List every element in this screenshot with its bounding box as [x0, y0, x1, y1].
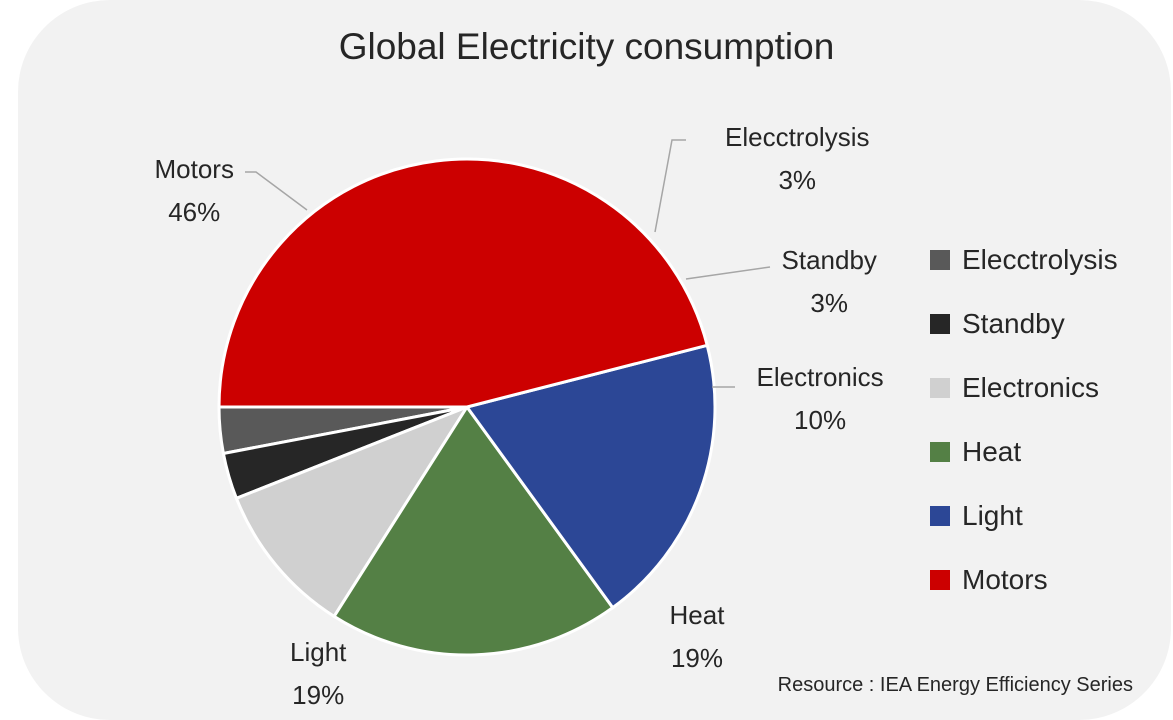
- leader-line: [654, 139, 686, 233]
- data-label-name: Heat: [669, 600, 725, 630]
- data-label-elecctrolysis: Elecctrolysis 3%: [725, 116, 869, 202]
- data-label-heat: Heat 19%: [670, 594, 725, 680]
- leader-line: [685, 266, 771, 280]
- legend-label: Standby: [962, 308, 1065, 339]
- legend-label: Light: [962, 500, 1023, 531]
- data-label-value: 19%: [292, 680, 345, 710]
- data-label-name: Standby: [781, 245, 877, 275]
- legend-swatch: [930, 506, 950, 526]
- data-label-value: 3%: [810, 288, 848, 318]
- data-label-name: Light: [290, 637, 347, 667]
- legend-swatch: [930, 378, 950, 398]
- pie-slice-electronics: [234, 403, 471, 619]
- legend-item-light: Light: [930, 484, 1118, 548]
- data-label-value: 3%: [778, 165, 817, 195]
- data-label-motors: Motors 46%: [155, 148, 234, 234]
- legend-item-heat: Heat: [930, 420, 1118, 484]
- legend-item-electronics: Electronics: [930, 356, 1118, 420]
- legend-item-motors: Motors: [930, 548, 1118, 612]
- data-label-name: Elecctrolysis: [725, 122, 870, 152]
- legend-label: Electronics: [962, 372, 1099, 403]
- legend-swatch: [930, 250, 950, 270]
- pie-slice-motors: [217, 157, 710, 409]
- data-label-electronics: Electronics 10%: [757, 356, 884, 442]
- leader-line: [245, 171, 308, 211]
- legend-item-elecctrolysis: Elecctrolysis: [930, 228, 1118, 292]
- legend-label: Elecctrolysis: [962, 244, 1118, 275]
- legend-swatch: [930, 570, 950, 590]
- legend-label: Motors: [962, 564, 1048, 595]
- pie-slice-heat: [332, 404, 615, 657]
- data-label-value: 10%: [794, 405, 847, 435]
- data-label-name: Electronics: [756, 362, 884, 392]
- data-label-standby: Standby 3%: [782, 239, 877, 325]
- legend-label: Heat: [962, 436, 1022, 467]
- source-note: Resource : IEA Energy Efficiency Series: [777, 674, 1133, 696]
- pie-slice-light: [464, 343, 717, 610]
- data-label-value: 19%: [670, 643, 723, 673]
- chart-legend: Elecctrolysis Standby Electronics Heat L…: [930, 228, 1118, 612]
- data-label-value: 46%: [168, 197, 221, 227]
- legend-item-standby: Standby: [930, 292, 1118, 356]
- legend-swatch: [930, 314, 950, 334]
- data-label-light: Light 19%: [290, 631, 346, 717]
- legend-swatch: [930, 442, 950, 462]
- chart-title: Global Electricity consumption: [338, 26, 835, 67]
- data-label-name: Motors: [154, 154, 234, 184]
